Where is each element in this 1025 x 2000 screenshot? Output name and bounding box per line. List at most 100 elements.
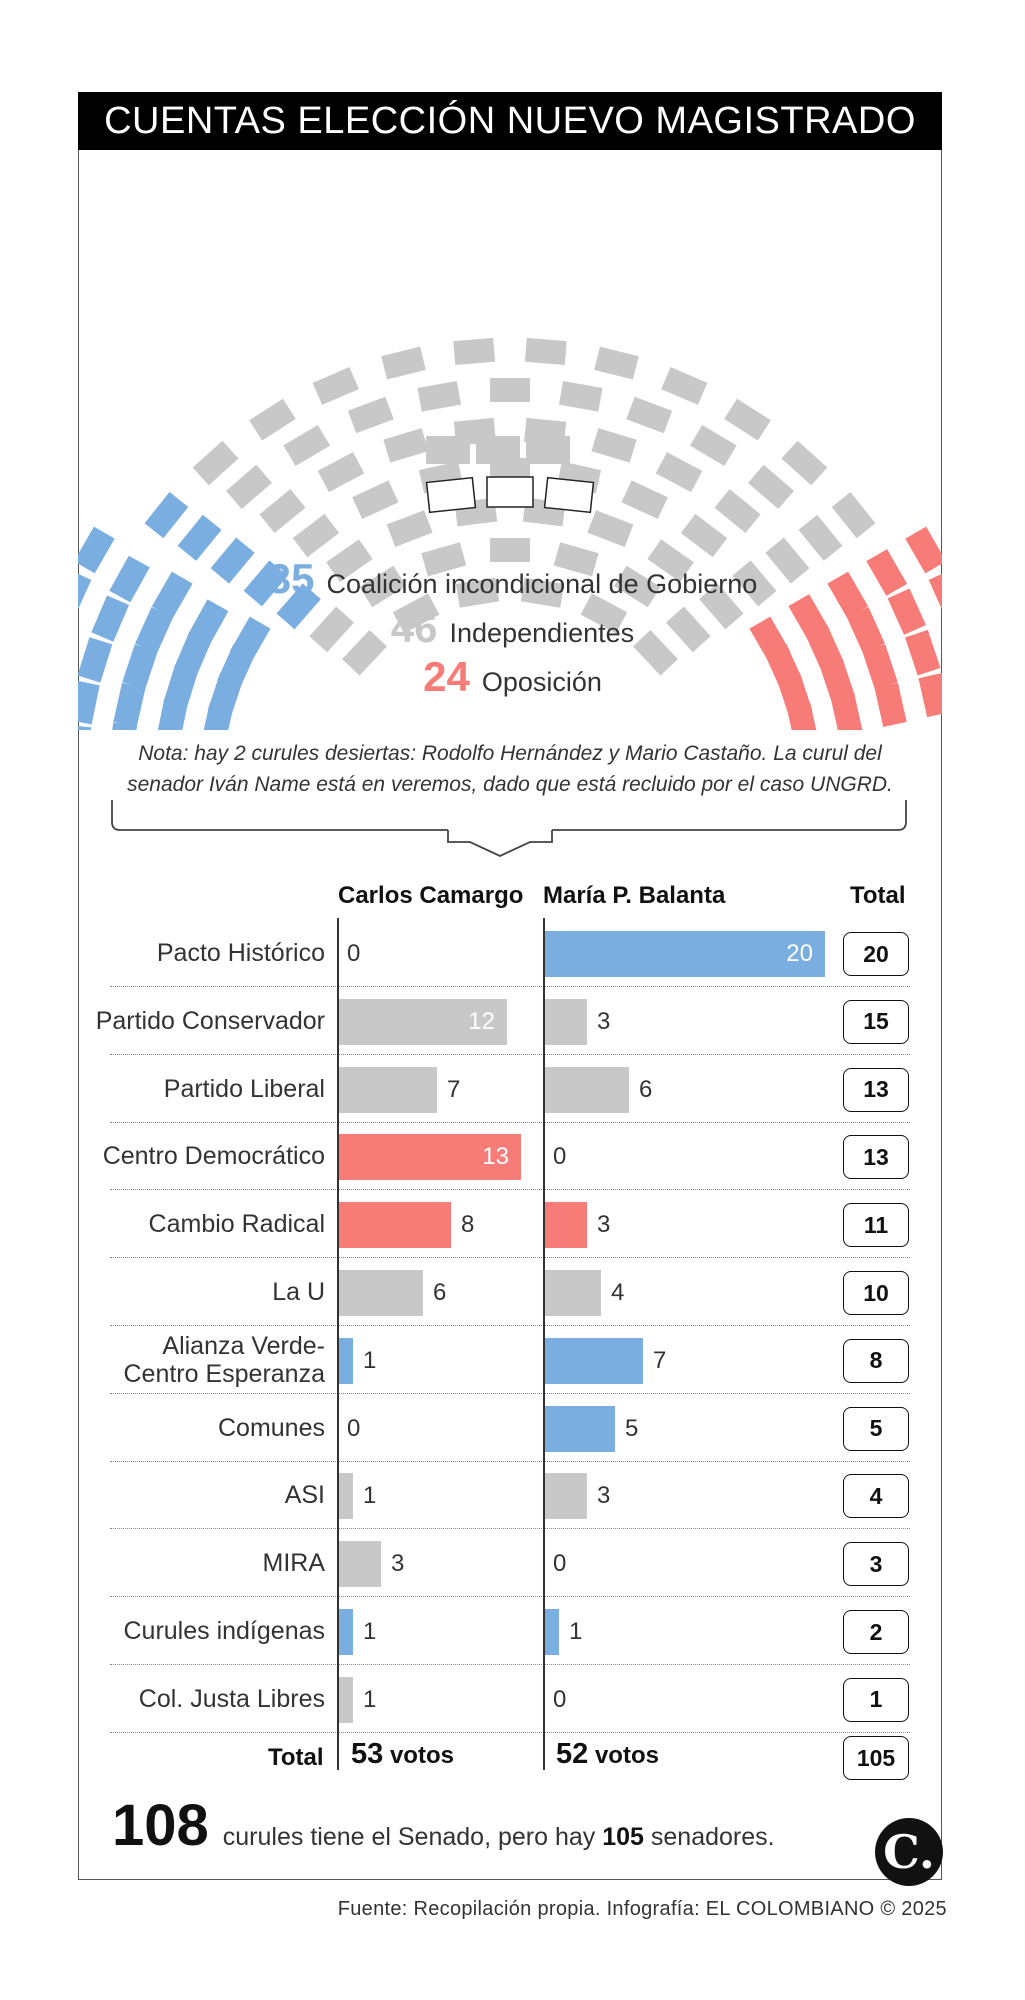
- bar-balanta: [545, 1405, 615, 1452]
- party-label: Centro Democrático: [102, 1142, 325, 1171]
- row-separator: [110, 1325, 910, 1326]
- col-header-balanta: María P. Balanta: [543, 882, 726, 909]
- legend-independientes-label: Independientes: [449, 618, 635, 648]
- row-total-box: 10: [843, 1271, 909, 1315]
- seat-independientes: [426, 436, 470, 464]
- bar-camargo: [339, 998, 507, 1045]
- row-total-box: 5: [843, 1406, 909, 1451]
- seat-independientes: [558, 380, 603, 412]
- seat-independientes: [524, 337, 567, 366]
- total-row-label: Total: [268, 1744, 324, 1771]
- value-balanta: 3: [597, 1007, 611, 1035]
- value-camargo: 6: [433, 1279, 447, 1306]
- senate-hemicycle: [78, 337, 942, 730]
- seat-independientes: [647, 539, 694, 582]
- axis-camargo: [337, 918, 339, 1770]
- seat-independientes: [292, 513, 340, 558]
- seat-independientes: [655, 452, 703, 493]
- seat-independientes: [613, 565, 661, 608]
- party-label: Cambio Radical: [148, 1210, 325, 1239]
- seat-independientes: [359, 565, 407, 608]
- seat-independientes: [490, 538, 530, 562]
- seat-oposicion: [846, 606, 885, 654]
- row-separator: [110, 1731, 910, 1733]
- seat-independientes: [666, 606, 711, 653]
- value-camargo: 3: [391, 1550, 405, 1578]
- bar-balanta: [545, 1473, 587, 1520]
- value-balanta: 5: [625, 1414, 639, 1442]
- senate-seats-number: 108: [112, 1793, 209, 1858]
- total-balanta: 52 votos: [556, 1738, 659, 1771]
- seat-independientes: [732, 560, 777, 607]
- seat-independientes: [381, 346, 426, 380]
- seat-independientes: [421, 542, 467, 577]
- value-balanta: 20: [786, 940, 813, 967]
- seat-gobierno: [78, 526, 115, 574]
- bar-balanta: [545, 1609, 559, 1655]
- seat-oposicion: [918, 672, 942, 718]
- party-label: La U: [272, 1278, 325, 1306]
- row-separator: [110, 1460, 910, 1462]
- seat-independientes: [798, 514, 843, 561]
- seat-gobierno: [135, 606, 174, 654]
- party-label: Comunes: [218, 1413, 325, 1442]
- value-balanta: 6: [639, 1075, 653, 1103]
- seat-oposicion: [862, 644, 898, 690]
- total-camargo: 53 votos: [351, 1738, 454, 1771]
- seat-oposicion: [830, 692, 863, 730]
- seat-independientes: [490, 378, 530, 402]
- bar-balanta: [545, 1202, 587, 1249]
- legend-gobierno: 35 Coalición incondicional de Gobierno: [0, 555, 1025, 603]
- value-camargo: 1: [363, 1346, 377, 1374]
- bar-camargo: [339, 1541, 381, 1588]
- seat-independientes: [699, 583, 744, 630]
- value-camargo: 1: [363, 1618, 377, 1645]
- col-header-camargo: Carlos Camargo: [338, 882, 524, 909]
- bar-balanta: [545, 931, 825, 977]
- total-balanta-number: 52: [556, 1738, 589, 1770]
- seat-oposicion: [866, 549, 908, 596]
- seat-independientes: [417, 380, 462, 412]
- value-camargo: 1: [363, 1685, 377, 1713]
- value-balanta: 0: [553, 1550, 567, 1578]
- seat-independientes: [453, 337, 496, 366]
- axis-balanta: [543, 918, 545, 1770]
- legend-oposicion-count: 24: [423, 653, 470, 700]
- seat-oposicion: [786, 702, 819, 730]
- seat-gobierno: [156, 698, 188, 730]
- total-camargo-number: 53: [351, 1738, 384, 1770]
- party-label: Partido Liberal: [163, 1074, 325, 1103]
- bar-camargo: [339, 1134, 521, 1181]
- seat-independientes: [580, 593, 628, 634]
- party-label: MIRA: [262, 1549, 326, 1578]
- legend-gobierno-label: Coalición incondicional de Gobierno: [326, 569, 758, 599]
- seat-gobierno: [78, 680, 100, 725]
- seat-oposicion: [827, 571, 869, 619]
- seat-gobierno: [177, 514, 222, 561]
- seat-independientes: [317, 452, 365, 493]
- row-total-box: 20: [843, 932, 909, 976]
- seat-vacant: [425, 476, 477, 514]
- seat-independientes: [689, 425, 737, 467]
- seat-independientes: [283, 425, 331, 467]
- seat-independientes: [249, 398, 296, 441]
- seat-independientes: [724, 398, 771, 441]
- seat-oposicion: [788, 594, 830, 641]
- seat-gobierno: [122, 644, 158, 690]
- seat-independientes: [553, 542, 599, 577]
- seat-independientes: [621, 480, 668, 520]
- value-balanta: 3: [597, 1482, 611, 1510]
- seat-independientes: [520, 577, 565, 608]
- seat-oposicion: [874, 682, 907, 728]
- row-total-box: 2: [843, 1610, 909, 1654]
- seat-oposicion: [805, 625, 844, 672]
- seat-independientes: [386, 510, 433, 547]
- seat-independientes: [587, 510, 634, 547]
- footer-statement: 108 curules tiene el Senado, pero hay 10…: [112, 1792, 775, 1859]
- seat-independientes: [661, 367, 708, 405]
- row-total-box: 13: [843, 1135, 909, 1180]
- bar-balanta: [545, 1337, 643, 1384]
- row-total-box: 4: [843, 1474, 909, 1519]
- seat-gobierno: [91, 595, 130, 642]
- bar-camargo: [339, 1066, 437, 1113]
